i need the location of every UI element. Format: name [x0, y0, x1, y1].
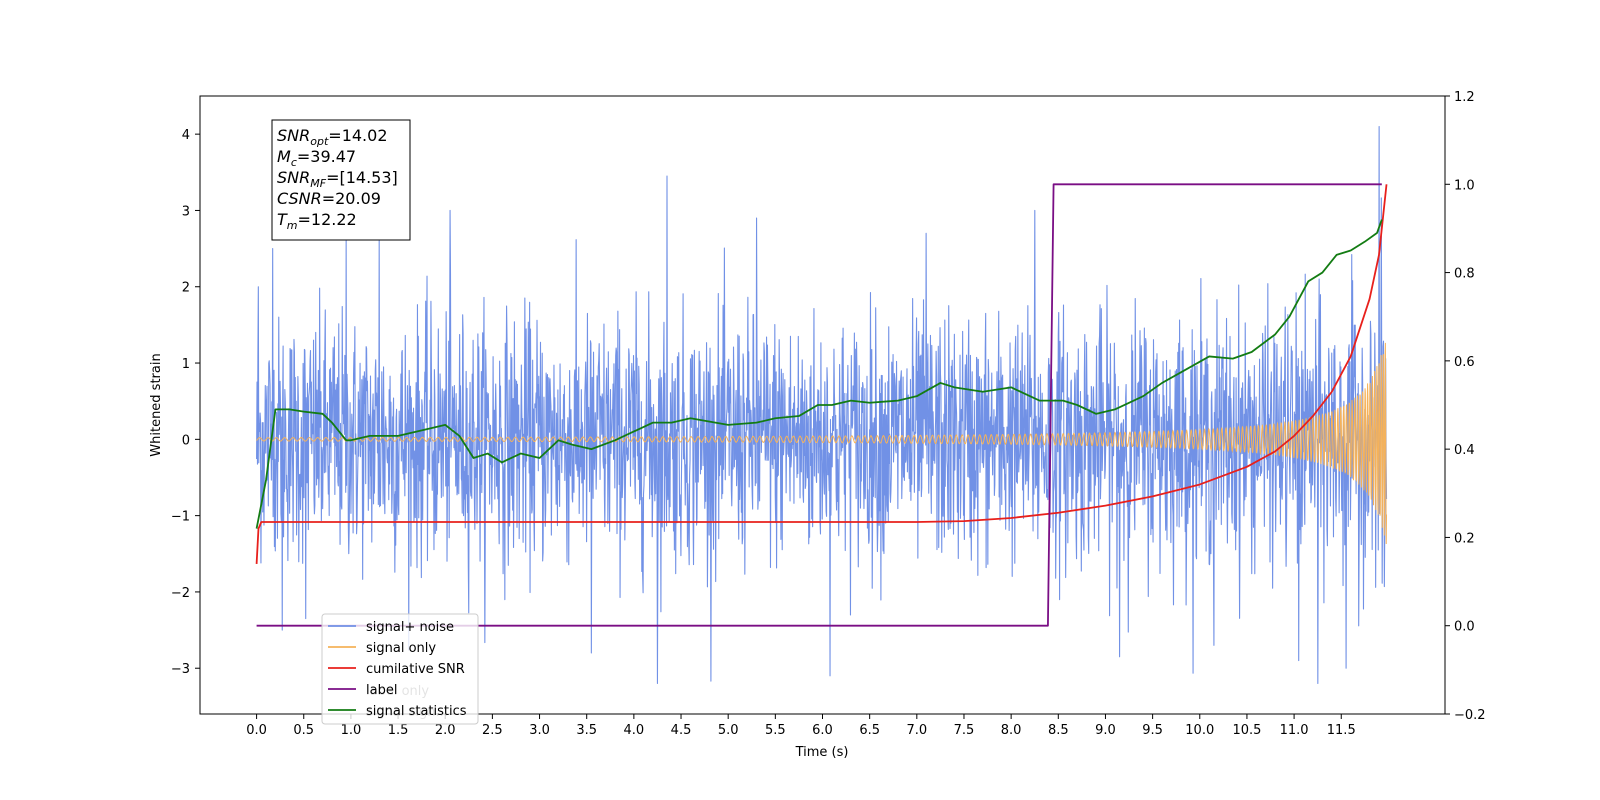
x-tick-label: 6.0	[812, 723, 833, 738]
y-tick-label: −2	[171, 586, 190, 601]
x-tick-label: 7.0	[906, 723, 927, 738]
x-tick-label: 3.0	[529, 723, 550, 738]
y-tick-label: −1	[171, 510, 190, 525]
annotation-line: Mc=39.47	[277, 147, 356, 169]
y2-tick-label: 0.8	[1454, 267, 1475, 282]
x-tick-label: 10.5	[1232, 723, 1261, 738]
y2-tick-label: 0.6	[1454, 355, 1475, 370]
x-tick-label: 5.0	[718, 723, 739, 738]
series-signal-only-line	[256, 342, 1388, 545]
series-signal-statistics-line	[255, 219, 1383, 529]
y-tick-label: 0	[182, 433, 190, 448]
x-tick-label: 1.5	[388, 723, 409, 738]
y2-tick-label: 1.0	[1454, 178, 1475, 193]
y-axis-label: Whitened strain	[149, 353, 164, 456]
annotation-line: CSNR=20.09	[277, 189, 381, 208]
y-tick-label: 1	[182, 357, 190, 372]
y2-tick-label: 0.4	[1454, 443, 1475, 458]
y-tick-label: −3	[171, 662, 190, 677]
y2-tick-label: 0.0	[1454, 620, 1475, 635]
x-tick-label: 11.5	[1327, 723, 1356, 738]
annotation-box-frame	[271, 119, 411, 241]
annotation-line: SNRMF=[14.53]	[277, 168, 398, 190]
legend-frame	[321, 613, 479, 725]
x-tick-label: 6.5	[859, 723, 880, 738]
y-tick-label: 2	[182, 281, 190, 296]
y2-tick-label: −0.2	[1454, 708, 1486, 723]
x-tick-label: 3.5	[576, 723, 597, 738]
legend-label: signal only	[366, 641, 436, 656]
x-tick-label: 8.5	[1048, 723, 1069, 738]
x-tick-label: 2.0	[435, 723, 456, 738]
x-tick-label: 4.5	[671, 723, 692, 738]
annotation-line: Tm=12.22	[277, 210, 357, 232]
axes: 0.0 0.5 1.0 1.5 2.0 2.5 3.0 3.5 4.0 4.5 5.0 5.5 6.0 6…	[171, 90, 1486, 738]
series-label-line	[256, 183, 1382, 627]
x-tick-label: 10.0	[1185, 723, 1214, 738]
y-tick-label: 3	[182, 204, 190, 219]
legend: label onlysignal sign...signal+ noisesig…	[321, 613, 479, 725]
y-tick-label: 4	[182, 128, 190, 143]
annotation-line: SNRopt=14.02	[277, 126, 388, 148]
plot-area	[255, 125, 1388, 685]
legend-label: signal statistics	[366, 704, 467, 719]
x-tick-label: 9.0	[1095, 723, 1116, 738]
x-tick-label: 0.0	[246, 723, 267, 738]
x-tick-label: 9.5	[1142, 723, 1163, 738]
x-axis-label: Time (s)	[795, 745, 849, 760]
x-tick-label: 0.5	[293, 723, 314, 738]
x-tick-label: 8.0	[1001, 723, 1022, 738]
y2-tick-label: 0.2	[1454, 531, 1475, 546]
x-tick-label: 5.5	[765, 723, 786, 738]
x-tick-label: 4.0	[624, 723, 645, 738]
x-tick-label: 1.0	[341, 723, 362, 738]
legend-label: cumilative SNR	[366, 662, 465, 677]
x-tick-label: 11.0	[1280, 723, 1309, 738]
y2-tick-label: 1.2	[1454, 90, 1475, 105]
stats-annotation-box: SNRopt=14.02Mc=39.47SNRMF=[14.53]CSNR=20…	[271, 119, 411, 241]
x-tick-label: 7.5	[954, 723, 975, 738]
x-tick-label: 2.5	[482, 723, 503, 738]
legend-label: label	[366, 683, 397, 698]
series-cumulative-snr-line	[255, 184, 1388, 564]
legend-label: signal+ noise	[366, 620, 454, 635]
